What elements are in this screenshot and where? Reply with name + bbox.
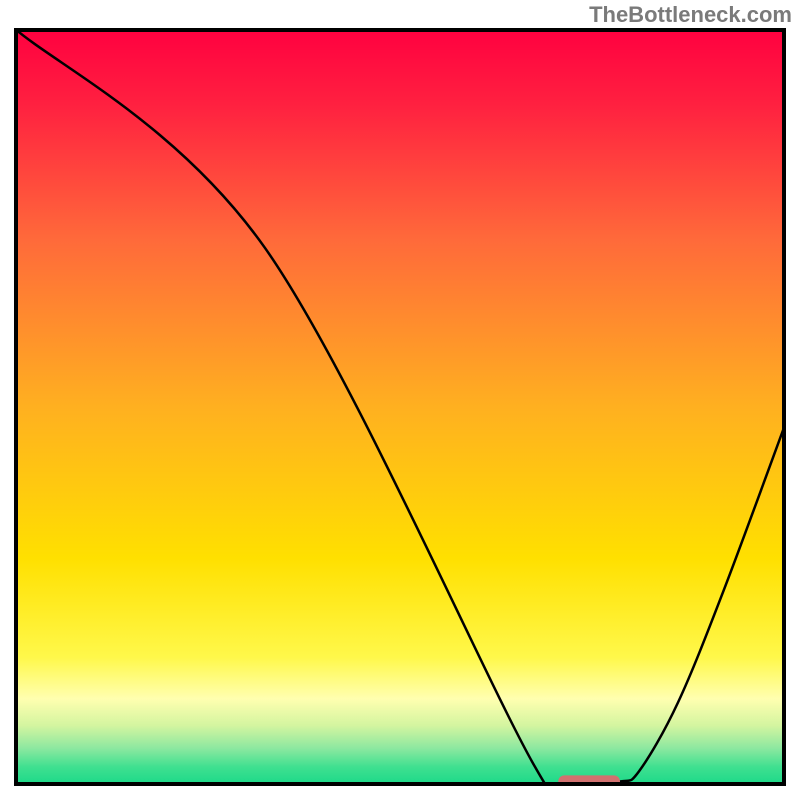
- chart-plot-area: [14, 28, 786, 786]
- watermark-text: TheBottleneck.com: [589, 2, 792, 28]
- chart-container: TheBottleneck.com: [0, 0, 800, 800]
- optimal-marker: [558, 775, 620, 786]
- optimal-marker-layer: [14, 28, 786, 786]
